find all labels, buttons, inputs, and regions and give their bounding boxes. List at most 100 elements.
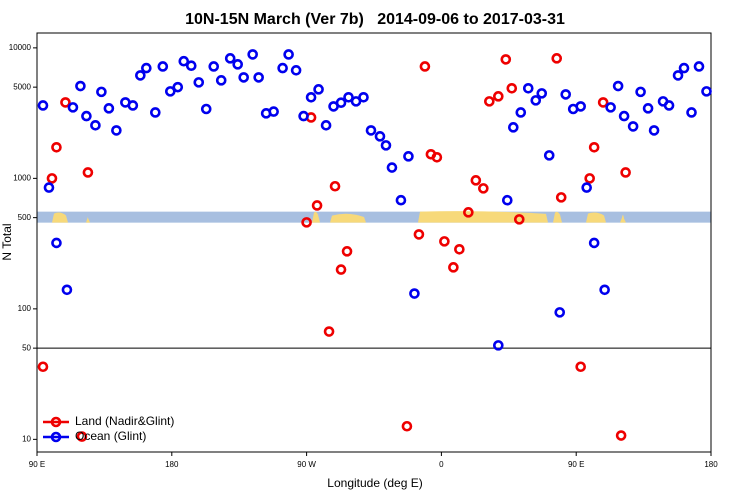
series — [37, 53, 631, 442]
point — [358, 92, 369, 103]
point — [484, 96, 495, 107]
land-patch — [52, 212, 68, 223]
point — [200, 103, 212, 115]
point — [554, 307, 566, 318]
y-axis-label: N Total — [0, 223, 14, 260]
land-patch — [620, 215, 626, 223]
point — [172, 81, 184, 93]
point — [500, 54, 512, 65]
point — [323, 326, 335, 337]
point — [185, 60, 197, 72]
y-tick-label: 500 — [18, 213, 32, 222]
point — [135, 70, 146, 81]
point — [224, 53, 236, 64]
point — [301, 217, 312, 228]
point — [374, 131, 386, 142]
point — [283, 49, 294, 60]
series — [37, 49, 712, 351]
point — [470, 175, 482, 186]
point — [341, 246, 353, 257]
point — [75, 80, 86, 92]
point — [90, 120, 101, 131]
land-patch — [86, 214, 90, 223]
point — [672, 70, 684, 81]
legend-marker — [50, 431, 62, 443]
point — [555, 192, 567, 203]
land-patch — [330, 213, 366, 223]
point — [37, 100, 49, 111]
x-axis-label: Longitude (deg E) — [327, 476, 422, 490]
point — [165, 86, 176, 97]
point — [478, 183, 489, 194]
x-tick-label: 90 E — [568, 460, 584, 469]
point — [575, 361, 586, 373]
point — [431, 152, 443, 163]
point — [298, 110, 309, 122]
point — [507, 122, 519, 133]
point — [588, 142, 600, 153]
x-tick-label: 0 — [439, 460, 444, 469]
legend-label: Land (Nadir&Glint) — [75, 414, 174, 428]
point — [551, 53, 563, 64]
point — [253, 72, 264, 83]
point — [81, 110, 92, 122]
point — [536, 88, 548, 99]
point — [642, 103, 654, 114]
point — [350, 96, 362, 107]
point — [208, 61, 220, 72]
point — [141, 62, 152, 74]
point — [277, 62, 288, 74]
point — [395, 194, 407, 206]
x-tick-label: 180 — [165, 460, 179, 469]
point — [588, 237, 600, 249]
point — [693, 61, 705, 72]
point — [386, 162, 398, 173]
x-tick-label: 180 — [704, 460, 718, 469]
point — [599, 284, 610, 296]
legend-label: Ocean (Glint) — [75, 429, 146, 443]
point — [51, 237, 62, 249]
point — [61, 284, 73, 296]
x-tick-label: 90 W — [297, 460, 316, 469]
point — [43, 182, 55, 193]
y-tick-label: 10 — [22, 434, 31, 443]
point — [215, 75, 227, 86]
point — [150, 107, 161, 118]
point — [96, 86, 107, 98]
point — [305, 92, 317, 103]
map-band — [37, 211, 711, 223]
point — [46, 173, 58, 184]
point — [506, 82, 518, 94]
point — [103, 103, 115, 114]
point — [401, 420, 413, 432]
point — [311, 200, 323, 211]
point — [76, 431, 88, 442]
point — [635, 86, 646, 98]
point — [403, 151, 414, 162]
point — [627, 121, 639, 132]
y-tick-label: 100 — [18, 304, 32, 313]
point — [454, 244, 465, 255]
point — [522, 82, 534, 94]
point — [380, 140, 392, 151]
point — [612, 80, 624, 92]
point — [247, 49, 258, 60]
point — [615, 430, 627, 441]
point — [502, 194, 513, 206]
point — [67, 102, 79, 113]
plot-frame — [36, 32, 712, 453]
land-patch — [553, 211, 562, 223]
point — [329, 180, 341, 192]
point — [268, 106, 279, 117]
point — [448, 262, 459, 273]
y-tick-label: 5000 — [13, 82, 31, 91]
point — [313, 84, 324, 95]
point — [620, 167, 631, 178]
y-tick-label: 10000 — [9, 43, 32, 52]
point — [581, 182, 592, 193]
point — [111, 125, 122, 136]
x-tick-label: 90 E — [29, 460, 45, 469]
point — [51, 142, 62, 153]
point — [335, 264, 347, 275]
